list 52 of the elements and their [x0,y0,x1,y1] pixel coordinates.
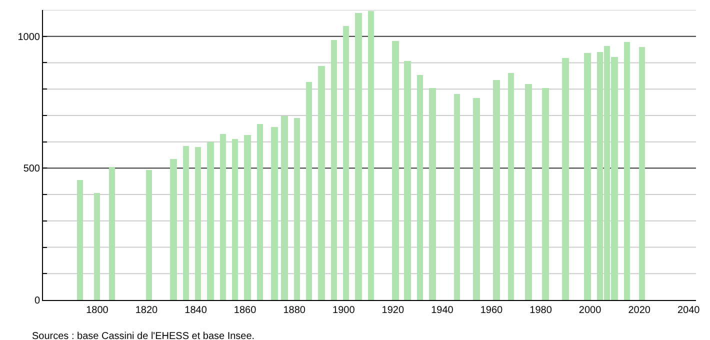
y-tick-label: 1000 [18,32,40,43]
bar [584,53,591,300]
bar [77,180,83,300]
x-tick-label: 2040 [677,305,700,316]
x-tick-label: 1820 [135,305,158,316]
bar [562,58,569,300]
bar [220,134,226,300]
bar [473,98,480,300]
bar [94,193,100,300]
bar [318,66,325,300]
bar [257,124,263,300]
x-tick-label: 1880 [283,305,306,316]
bar [542,88,549,300]
source-note: Sources : base Cassini de l'EHESS et base Insee. [32,331,255,340]
x-tick-label: 1940 [431,305,454,316]
bar [639,47,645,300]
bar [454,94,460,300]
bar [493,80,500,300]
x-tick-label: 1900 [332,305,356,316]
bar [525,84,532,300]
x-tick-label: 1860 [234,305,257,316]
bar [271,127,278,300]
bar [355,13,362,300]
bar [232,139,238,300]
y-tick-label: 500 [23,164,40,175]
bar [146,170,152,300]
bar [624,42,630,300]
bar [207,142,214,300]
x-tick-label: 1800 [86,305,109,316]
bar [306,82,312,300]
bar [281,116,288,300]
bar [195,147,201,300]
bar [417,75,423,300]
bar [244,135,251,300]
x-tick-label: 2000 [578,305,602,316]
bar [404,61,411,300]
bar [183,146,189,300]
bar [429,88,436,300]
bar [109,167,115,300]
bar [392,41,399,300]
x-tick-label: 1960 [480,305,504,316]
bar [343,26,349,300]
x-tick-label: 2020 [628,305,651,316]
x-tick-label: 1920 [382,305,404,316]
bar [368,11,374,300]
bar [331,40,337,300]
bar [170,159,177,300]
x-tick-label: 1840 [184,305,208,316]
y-tick-label: 0 [34,296,40,306]
bar [508,73,514,300]
bar [294,118,300,300]
x-tick-label: 1980 [530,305,552,316]
